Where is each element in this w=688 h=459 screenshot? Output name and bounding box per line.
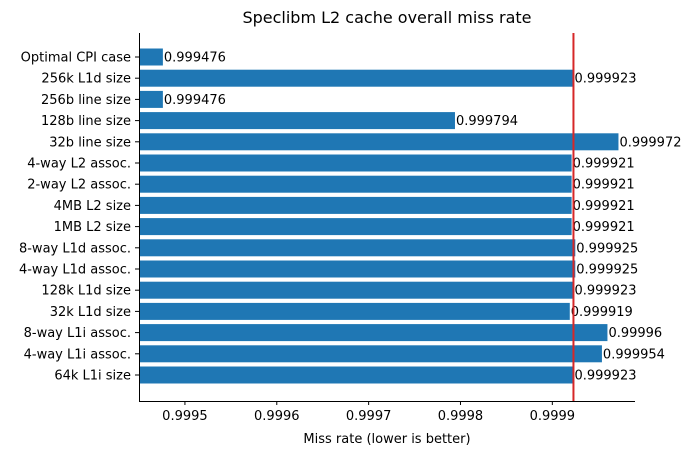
category-label: 32b line size [49, 135, 131, 150]
bar-value-label: 0.999923 [574, 72, 636, 87]
bar [139, 112, 455, 130]
category-label: 256b line size [41, 93, 131, 108]
bar-value-label: 0.999476 [164, 51, 226, 66]
bar-value-label: 0.999919 [571, 305, 633, 320]
bar [139, 345, 602, 363]
category-label: 256k L1d size [41, 72, 131, 87]
category-label: 4-way L2 assoc. [27, 157, 131, 172]
chart-title: Speclibm L2 cache overall miss rate [242, 8, 531, 27]
bar [139, 196, 572, 214]
bar [139, 260, 576, 278]
x-tick-label: 0.9998 [438, 409, 484, 424]
bar [139, 302, 570, 320]
bar [139, 90, 163, 108]
bar [139, 281, 574, 299]
bar-value-label: 0.999921 [573, 178, 635, 193]
bar-value-label: 0.999972 [619, 135, 681, 150]
bar-value-label: 0.999925 [576, 263, 638, 278]
bar [139, 48, 163, 66]
bar-value-label: 0.999954 [603, 347, 665, 362]
value-labels-layer: 0.999476 0.999923 0.999476 0.999794 0.999972… [164, 51, 682, 384]
bar-value-label: 0.999476 [164, 93, 226, 108]
bar [139, 366, 574, 384]
x-axis-label: Miss rate (lower is better) [303, 432, 470, 447]
bar [139, 133, 619, 151]
category-label: Optimal CPI case [21, 51, 131, 66]
bar [139, 218, 572, 236]
category-label: 8-way L1i assoc. [24, 326, 131, 341]
bar-value-label: 0.999921 [573, 199, 635, 214]
category-label: 128k L1d size [41, 284, 131, 299]
bar-value-label: 0.999925 [576, 241, 638, 256]
category-label: 4-way L1i assoc. [24, 347, 131, 362]
x-tick-label: 0.9996 [254, 409, 300, 424]
category-label: 1MB L2 size [54, 220, 131, 235]
bar-value-label: 0.999921 [573, 220, 635, 235]
bar [139, 154, 572, 172]
category-label: 64k L1i size [54, 369, 131, 384]
x-ticks-layer: 0.9995 0.9996 0.9997 0.9998 0.9999 [162, 401, 575, 424]
category-label: 4MB L2 size [54, 199, 131, 214]
bar-value-label: 0.999921 [573, 157, 635, 172]
category-label: 128b line size [41, 114, 131, 129]
bar [139, 239, 576, 257]
bar-value-label: 0.99996 [608, 326, 662, 341]
bar [139, 324, 608, 342]
x-tick-label: 0.9999 [530, 409, 576, 424]
bar-value-label: 0.999923 [574, 284, 636, 299]
x-tick-label: 0.9995 [162, 409, 208, 424]
bar-value-label: 0.999794 [456, 114, 518, 129]
category-label: 8-way L1d assoc. [19, 241, 131, 256]
category-label: 32k L1d size [50, 305, 131, 320]
bar [139, 175, 572, 193]
category-label: 4-way L1d assoc. [19, 263, 131, 278]
bar-value-label: 0.999923 [574, 369, 636, 384]
x-tick-label: 0.9997 [346, 409, 392, 424]
category-label: 2-way L2 assoc. [27, 178, 131, 193]
category-labels-layer: Optimal CPI case 256k L1d size 256b line s… [19, 51, 139, 384]
bar [139, 69, 574, 87]
bars-layer [139, 48, 619, 384]
